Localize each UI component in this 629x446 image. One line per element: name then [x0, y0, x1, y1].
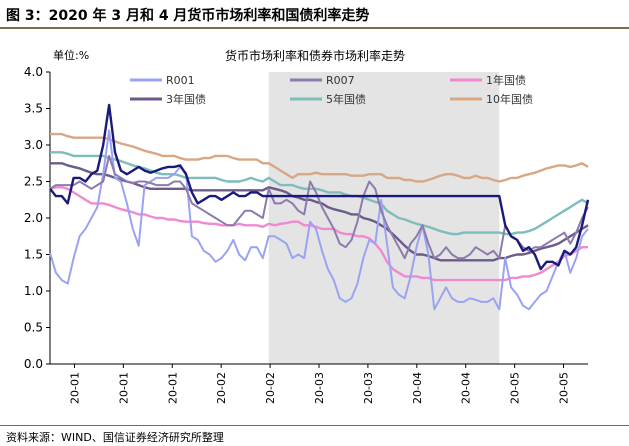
- chart-title: 货币市场利率和债券市场利率走势: [225, 48, 405, 63]
- y-tick-label: 2.5: [24, 175, 43, 189]
- y-tick-label: 1.5: [24, 248, 43, 262]
- chart-series: [49, 103, 590, 311]
- line-chart: 0.0 0.5 1.0 1.5 2.0 2.5 3.0 3.5 4.0 20-01 20-01 20-…: [24, 48, 590, 404]
- x-tick-label: 20-02: [264, 372, 277, 404]
- x-tick-label: 20-01: [68, 372, 81, 404]
- x-tick-label: 20-05: [558, 372, 571, 404]
- y-tick-label: 0.5: [24, 321, 43, 335]
- x-tick-label: 20-04: [411, 372, 424, 404]
- chart-axes: 0.0 0.5 1.0 1.5 2.0 2.5 3.0 3.5 4.0 20-01 20-01 20-…: [24, 65, 588, 404]
- x-tick-label: 20-03: [313, 372, 326, 404]
- y-tick-label: 2.0: [24, 211, 43, 225]
- series-line-R001: [49, 129, 589, 311]
- x-tick-label: 20-05: [509, 372, 522, 404]
- series-line-R007_dark: [49, 103, 590, 271]
- legend-label: R007: [326, 74, 355, 87]
- chart-legend: R001 R007 1年国债 3年国债 5年国债 10年国债: [130, 73, 533, 106]
- x-tick-label: 20-04: [460, 372, 473, 404]
- y-tick-label: 4.0: [24, 65, 43, 79]
- legend-label: 10年国债: [486, 92, 533, 106]
- series-line-1年国债: [49, 186, 588, 282]
- x-tick-label: 20-01: [166, 372, 179, 404]
- y-tick-label: 3.0: [24, 138, 43, 152]
- y-tick-label: 1.0: [24, 284, 43, 298]
- source-rule: [0, 425, 629, 426]
- source-note: 资料来源：WIND、国信证券经济研究所整理: [6, 431, 224, 444]
- series-line-10年国债: [50, 132, 589, 183]
- legend-label: 5年国债: [326, 92, 366, 106]
- x-tick-label: 20-01: [117, 372, 130, 404]
- x-tick-label: 20-03: [362, 372, 375, 404]
- y-tick-label: 3.5: [24, 102, 43, 116]
- title-rule: [0, 27, 629, 29]
- x-tick-label: 20-02: [215, 372, 228, 404]
- legend-label: 3年国债: [166, 92, 206, 106]
- legend-label: 1年国债: [486, 73, 526, 87]
- figure-title: 图 3：2020 年 3 月和 4 月货币市场利率和国债利率走势: [6, 8, 370, 24]
- series-line-R007: [49, 154, 589, 260]
- y-tick-label: 0.0: [24, 357, 43, 371]
- legend-label: R001: [166, 74, 195, 87]
- unit-label: 单位:%: [53, 48, 89, 62]
